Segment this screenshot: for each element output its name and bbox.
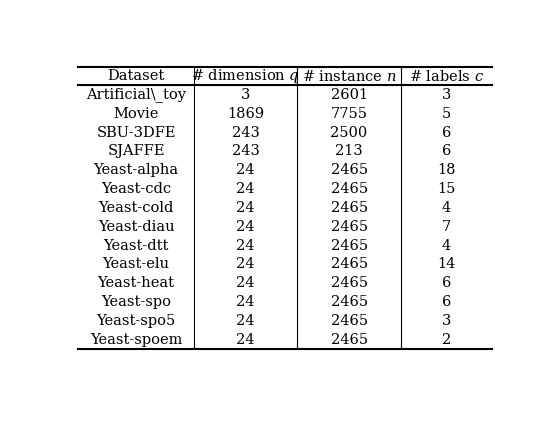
Text: 2465: 2465 [330,276,368,290]
Text: 2465: 2465 [330,163,368,177]
Text: 24: 24 [236,239,255,252]
Text: 4: 4 [441,239,451,252]
Text: Dataset: Dataset [107,69,165,83]
Text: Yeast-spoem: Yeast-spoem [90,333,182,347]
Text: Yeast-spo: Yeast-spo [101,295,171,309]
Text: 24: 24 [236,295,255,309]
Text: 2601: 2601 [330,88,368,102]
Text: 6: 6 [441,145,451,158]
Text: SJAFFE: SJAFFE [107,145,165,158]
Text: 2465: 2465 [330,295,368,309]
Text: 6: 6 [441,295,451,309]
Text: 2465: 2465 [330,333,368,347]
Text: 2465: 2465 [330,257,368,271]
Text: 243: 243 [232,126,260,140]
Text: 24: 24 [236,201,255,215]
Text: 24: 24 [236,257,255,271]
Text: 2465: 2465 [330,239,368,252]
Text: 2465: 2465 [330,220,368,234]
Text: # instance $n$: # instance $n$ [302,69,396,84]
Text: # labels $c$: # labels $c$ [409,69,484,84]
Text: Yeast-heat: Yeast-heat [97,276,175,290]
Text: 3: 3 [441,88,451,102]
Text: 2465: 2465 [330,182,368,196]
Text: 2465: 2465 [330,201,368,215]
Text: # dimension $q$: # dimension $q$ [191,67,300,85]
Text: 24: 24 [236,333,255,347]
Text: Yeast-elu: Yeast-elu [102,257,170,271]
Text: 24: 24 [236,182,255,196]
Text: Yeast-alpha: Yeast-alpha [93,163,178,177]
Text: 1869: 1869 [227,107,264,121]
Text: 15: 15 [437,182,455,196]
Text: Artificial\_toy: Artificial\_toy [86,88,186,103]
Text: 243: 243 [232,145,260,158]
Text: Movie: Movie [113,107,158,121]
Text: 14: 14 [437,257,455,271]
Text: 3: 3 [441,314,451,328]
Text: Yeast-dtt: Yeast-dtt [103,239,168,252]
Text: Yeast-cold: Yeast-cold [98,201,173,215]
Text: 4: 4 [441,201,451,215]
Text: Yeast-spo5: Yeast-spo5 [96,314,176,328]
Text: 24: 24 [236,314,255,328]
Text: 7755: 7755 [331,107,368,121]
Text: 6: 6 [441,126,451,140]
Text: 3: 3 [241,88,250,102]
Text: 6: 6 [441,276,451,290]
Text: 2: 2 [441,333,451,347]
Text: 18: 18 [437,163,455,177]
Text: Yeast-diau: Yeast-diau [98,220,175,234]
Text: 24: 24 [236,276,255,290]
Text: 2465: 2465 [330,314,368,328]
Text: 24: 24 [236,163,255,177]
Text: Yeast-cdc: Yeast-cdc [101,182,171,196]
Text: 5: 5 [441,107,451,121]
Text: 24: 24 [236,220,255,234]
Text: 2500: 2500 [330,126,368,140]
Text: 7: 7 [441,220,451,234]
Text: SBU-3DFE: SBU-3DFE [96,126,176,140]
Text: 213: 213 [335,145,363,158]
